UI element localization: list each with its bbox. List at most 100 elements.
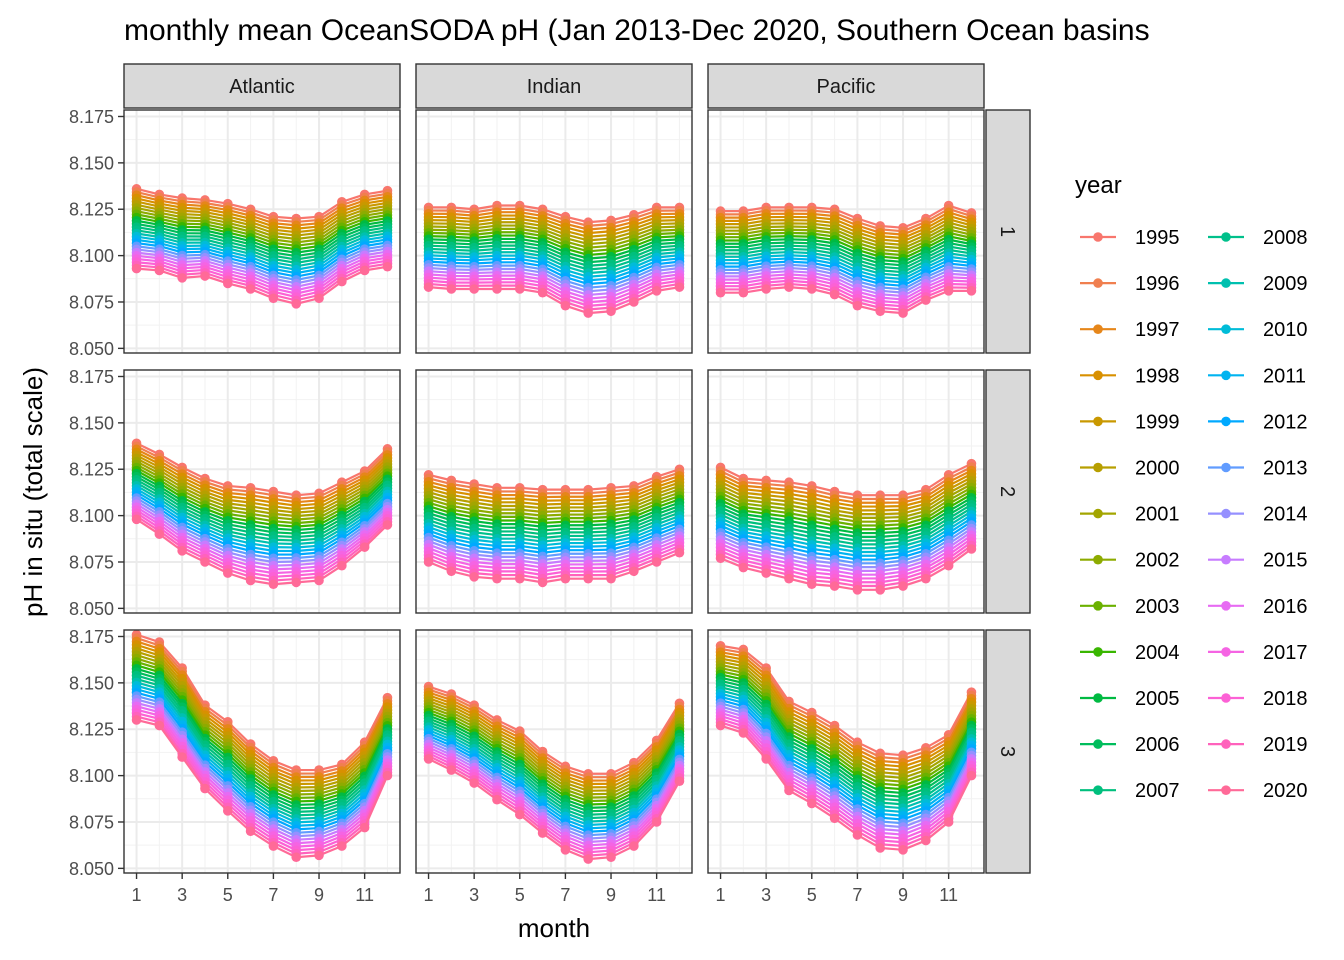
panel-pacific-3 [707, 629, 985, 874]
data-point-2020 [875, 843, 886, 853]
y-tick-label: 8.075 [69, 552, 114, 572]
data-point-2020 [898, 581, 908, 591]
panel-border [123, 369, 401, 614]
data-point-2020 [629, 841, 639, 851]
data-point-2020 [382, 261, 393, 272]
data-point-2020 [738, 728, 749, 738]
data-point-2020 [359, 822, 370, 833]
legend-key-point [1093, 785, 1103, 795]
series-line-2020 [136, 718, 389, 859]
strip-background [123, 63, 401, 109]
y-tick-label: 8.075 [69, 812, 114, 832]
data-point-2020 [715, 720, 726, 731]
legend-item-2017: 2017 [1208, 642, 1308, 664]
data-point-2020 [966, 286, 977, 296]
legend-item-2011: 2011 [1208, 365, 1306, 387]
data-point-2020 [291, 299, 302, 309]
strip-background [985, 369, 1031, 614]
panel-border [707, 369, 985, 614]
legend-key-point [1093, 508, 1103, 519]
series-line-2003 [136, 660, 389, 800]
series-line-2012 [136, 691, 389, 831]
legend-label: 2016 [1263, 596, 1308, 618]
legend-key-point [1221, 232, 1231, 242]
x-tick-label: 11 [939, 885, 958, 905]
legend-key-point [1221, 462, 1231, 473]
data-point-2020 [222, 278, 233, 289]
y-tick-label: 8.050 [69, 859, 114, 879]
series-line-2006 [136, 671, 389, 810]
x-tick-label: 1 [132, 885, 142, 905]
x-tick-label: 11 [355, 885, 374, 905]
x-tick-label: 7 [852, 885, 862, 905]
y-tick-label: 8.100 [69, 506, 114, 526]
legend-label: 2001 [1135, 504, 1180, 526]
data-point-2020 [943, 560, 954, 571]
series-line-1995 [136, 633, 389, 772]
row-strip-label: 2 [996, 486, 1018, 497]
column-strip-label: Indian [527, 76, 582, 98]
data-point-2020 [154, 720, 165, 731]
legend-label: 1996 [1135, 273, 1180, 295]
data-point-2020 [337, 841, 347, 851]
legend-label: 2015 [1263, 550, 1308, 572]
legend-item-1999: 1999 [1080, 411, 1180, 433]
data-point-2020 [966, 544, 977, 554]
series-line-2016 [136, 705, 389, 845]
series-line-2017 [136, 708, 389, 848]
data-point-2020 [514, 809, 525, 820]
data-point-2020 [314, 575, 324, 586]
series-line-2018 [136, 712, 389, 852]
data-point-2020 [875, 585, 886, 595]
legend-key-point [1221, 416, 1231, 427]
legend-label: 2011 [1263, 365, 1306, 387]
data-point-2020 [537, 287, 548, 298]
data-point-2020 [674, 547, 685, 558]
legend-key-point [1221, 601, 1231, 611]
panel-pacific-2 [707, 369, 985, 614]
legend-key-point [1093, 693, 1103, 703]
data-point-2020 [222, 806, 233, 816]
y-tick-label: 8.125 [69, 200, 114, 220]
row-strip-3: 3 [985, 629, 1031, 874]
data-point-2020 [245, 284, 256, 294]
chart-title: monthly mean OceanSODA pH (Jan 2013-Dec … [124, 14, 1150, 47]
panel-border [415, 369, 693, 614]
data-point-2020 [629, 566, 639, 577]
data-point-2020 [337, 560, 347, 571]
y-tick-label: 8.125 [69, 460, 114, 480]
panel-atlantic-3 [123, 629, 401, 874]
x-tick-label: 3 [469, 885, 479, 905]
strip-background [707, 63, 985, 109]
data-point-2020 [492, 573, 502, 584]
data-point-2020 [715, 287, 726, 298]
x-tick-label: 9 [314, 885, 324, 905]
y-tick-label: 8.175 [69, 367, 114, 387]
y-tick-label: 8.100 [69, 766, 114, 786]
data-point-2020 [469, 778, 479, 788]
data-point-2020 [222, 568, 233, 578]
data-point-2020 [806, 284, 817, 294]
series-line-1997 [136, 640, 389, 779]
series-line-2007 [136, 674, 389, 814]
data-point-2020 [651, 817, 662, 827]
legend-key-point [1221, 278, 1231, 288]
data-point-2020 [469, 284, 479, 294]
data-point-2020 [177, 273, 187, 283]
legend-item-2000: 2000 [1080, 458, 1180, 480]
legend-label: 2003 [1135, 596, 1180, 618]
data-point-2020 [606, 852, 616, 863]
legend-label: 2012 [1263, 411, 1308, 433]
data-point-2020 [131, 715, 142, 725]
legend-key-point [1093, 278, 1103, 288]
legend-item-2004: 2004 [1080, 642, 1180, 664]
legend-key-point [1221, 739, 1231, 749]
panel-series [423, 200, 685, 318]
data-point-2020 [784, 282, 794, 292]
data-point-2020 [560, 845, 571, 855]
y-tick-label: 8.150 [69, 673, 114, 693]
column-strip-pacific: Pacific [707, 63, 985, 109]
legend-label: 2018 [1263, 688, 1308, 710]
legend-key-point [1221, 324, 1231, 335]
